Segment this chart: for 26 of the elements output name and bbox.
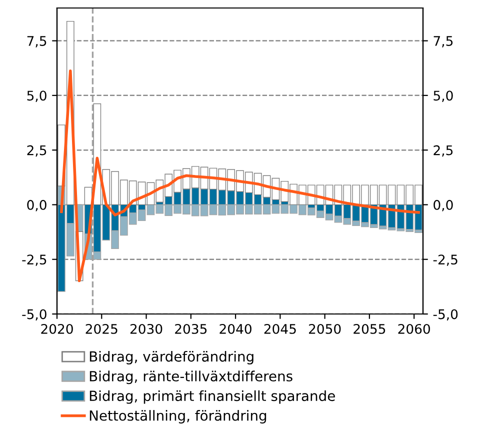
y-tick-label: -5,0 (22, 309, 46, 321)
legend-label: Bidrag, ränte-tillväxtdifferens (90, 370, 292, 384)
y2-tick-label: 7,5 (434, 36, 453, 48)
y-tick-label: -2,5 (22, 254, 46, 266)
x-tick-label: 2040 (220, 324, 252, 334)
x-tick-label: 2055 (354, 324, 386, 334)
x-tick-label: 2045 (264, 324, 296, 334)
y-tick-label: 7,5 (27, 36, 46, 48)
x-tick-label: 2020 (41, 324, 73, 334)
x-tick-label: 2060 (398, 324, 430, 334)
y2-tick-label: -5,0 (433, 309, 458, 321)
x-tick-label: 2025 (86, 324, 118, 334)
x-tick-label: 2050 (308, 324, 341, 334)
y2-tick-label: -2,5 (433, 254, 458, 266)
legend-label: Bidrag, primärt finansiellt sparande (90, 390, 335, 404)
y-tick-label: 0,0 (27, 200, 46, 212)
legend-label: Bidrag, värdeförändring (90, 350, 254, 364)
x-tick-label: 2035 (175, 324, 207, 334)
y-tick-label: 5,0 (27, 90, 46, 102)
y2-tick-label: 5,0 (434, 90, 453, 102)
y-tick-label: 2,5 (27, 145, 46, 157)
y2-tick-label: 2,5 (434, 145, 453, 157)
y2-tick-label: 0,0 (434, 200, 453, 212)
x-tick-label: 2030 (130, 324, 162, 334)
line-series (60, 70, 420, 282)
legend-label: Nettoställning, förändring (90, 410, 266, 424)
